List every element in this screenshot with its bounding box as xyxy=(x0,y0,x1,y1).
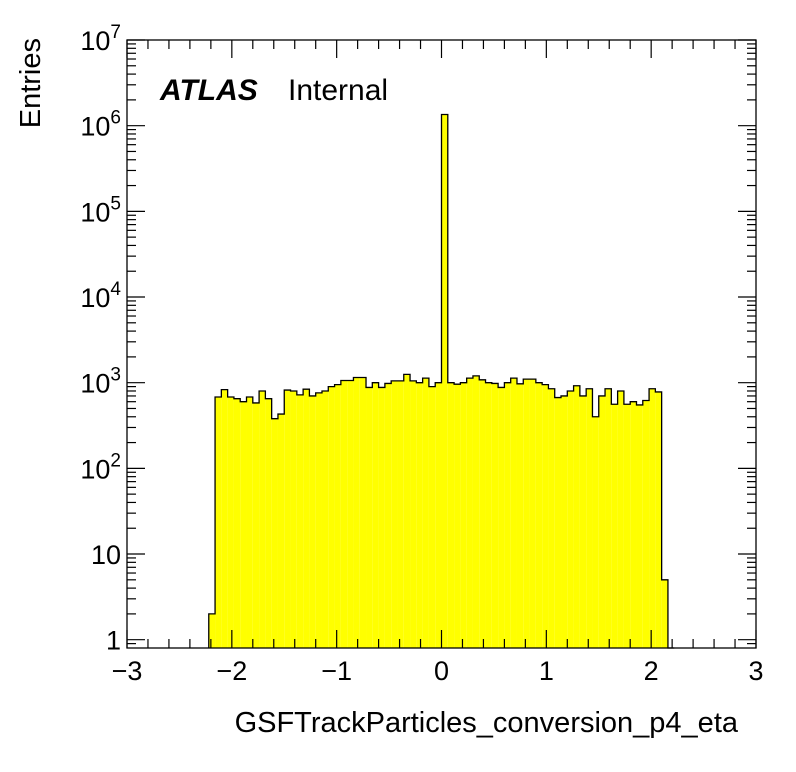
histogram-bin xyxy=(611,404,618,648)
histogram-bin xyxy=(252,402,260,648)
histogram-bin xyxy=(441,114,448,648)
y-tick-label: 1 xyxy=(106,626,121,656)
histogram-bin xyxy=(617,390,624,648)
histogram-bin xyxy=(215,397,222,648)
y-tick-label: 102 xyxy=(80,450,121,484)
histogram-bin xyxy=(579,395,587,648)
histogram-bin xyxy=(309,395,316,648)
histogram-bin xyxy=(548,388,555,648)
histogram-bin xyxy=(435,382,442,648)
histogram-bin xyxy=(485,382,492,648)
atlas-label: ATLAS xyxy=(159,74,258,107)
histogram-bin xyxy=(416,382,423,648)
histogram-bin xyxy=(447,382,455,648)
histogram-bin xyxy=(636,404,643,648)
y-tick-labels: 1 10 102 103 104 105 106 107 xyxy=(80,22,121,656)
histogram-bin xyxy=(623,404,631,648)
histogram-bin xyxy=(454,384,461,648)
histogram-bin xyxy=(372,382,379,648)
histogram-bin xyxy=(391,380,398,648)
histogram-bin xyxy=(265,398,272,648)
x-tick-label: −1 xyxy=(321,656,352,686)
histogram-bin xyxy=(259,390,266,648)
histogram-bin xyxy=(366,387,373,648)
y-tick-label: 107 xyxy=(80,22,121,56)
y-tick-label: 106 xyxy=(80,108,121,142)
histogram-bin xyxy=(347,380,354,648)
histogram-bin xyxy=(340,380,348,648)
histogram-bin xyxy=(460,382,467,648)
histogram-bin xyxy=(661,579,668,648)
histogram-bin xyxy=(410,380,417,648)
histogram-bin xyxy=(554,397,562,648)
x-tick-label: 1 xyxy=(539,656,554,686)
histogram-bin xyxy=(529,379,536,648)
histogram-bin xyxy=(384,383,392,648)
histogram-bin xyxy=(510,378,517,648)
x-tick-label: 3 xyxy=(748,656,763,686)
histogram-bin xyxy=(542,384,549,648)
histogram-bin xyxy=(655,391,662,648)
histogram-bin xyxy=(498,387,505,648)
axis-ticks xyxy=(126,39,757,648)
x-tick-labels: −3 −2 −1 0 1 2 3 xyxy=(112,656,764,686)
histogram-bin xyxy=(422,378,429,648)
histogram-bin xyxy=(290,390,297,648)
histogram-bin xyxy=(284,390,291,648)
y-tick-label: 104 xyxy=(80,279,121,313)
histogram-bin xyxy=(642,400,650,648)
histogram-bin xyxy=(227,397,234,648)
x-tick-label: −2 xyxy=(216,656,247,686)
histogram-bin xyxy=(472,375,480,648)
histogram-bin xyxy=(466,378,473,648)
histogram-bin xyxy=(630,401,637,648)
histogram-bin xyxy=(428,386,436,648)
histogram-bin xyxy=(516,383,524,648)
internal-label: Internal xyxy=(288,74,388,107)
histogram-bin xyxy=(353,377,360,648)
histogram-bin xyxy=(303,389,310,648)
histogram-bin xyxy=(561,395,568,648)
histogram-bin xyxy=(649,388,656,648)
histogram-bin xyxy=(598,395,606,648)
histogram-bin xyxy=(271,418,278,648)
x-tick-label: −3 xyxy=(112,656,143,686)
histogram-bin xyxy=(504,382,511,648)
histogram-bin xyxy=(296,394,304,648)
histogram-bin xyxy=(328,386,335,648)
histogram-bin xyxy=(573,385,580,648)
histogram-bin xyxy=(240,401,247,648)
histogram-bin xyxy=(523,379,530,648)
histogram-bin xyxy=(277,414,285,648)
histogram-bin xyxy=(535,382,543,648)
y-tick-label: 10 xyxy=(91,540,121,570)
histogram-bin xyxy=(586,388,593,648)
y-axis-title: Entries xyxy=(15,38,47,128)
histogram-outline xyxy=(208,113,675,649)
x-axis-title: GSFTrackParticles_conversion_p4_eta xyxy=(235,707,739,739)
histogram-bin xyxy=(246,397,253,648)
x-tick-label: 0 xyxy=(434,656,449,686)
y-tick-label: 103 xyxy=(80,365,121,399)
histogram-bin xyxy=(359,377,367,648)
histogram-bin xyxy=(397,380,404,648)
histogram-bin xyxy=(321,390,329,648)
histogram-bin xyxy=(592,416,599,648)
histogram-bin xyxy=(605,388,612,648)
histogram-bin xyxy=(334,384,341,648)
histogram-bin xyxy=(567,390,574,648)
x-tick-label: 2 xyxy=(644,656,659,686)
histogram-bin xyxy=(403,374,411,648)
histogram-bin xyxy=(208,613,216,648)
y-tick-label: 105 xyxy=(80,193,121,227)
histogram-bin xyxy=(378,387,385,648)
histogram-bin xyxy=(491,383,499,648)
histogram-bin xyxy=(233,398,241,648)
histogram-bars xyxy=(208,114,668,648)
histogram-bin xyxy=(221,389,228,648)
histogram-bin xyxy=(479,379,486,648)
histogram-bin xyxy=(315,392,322,648)
